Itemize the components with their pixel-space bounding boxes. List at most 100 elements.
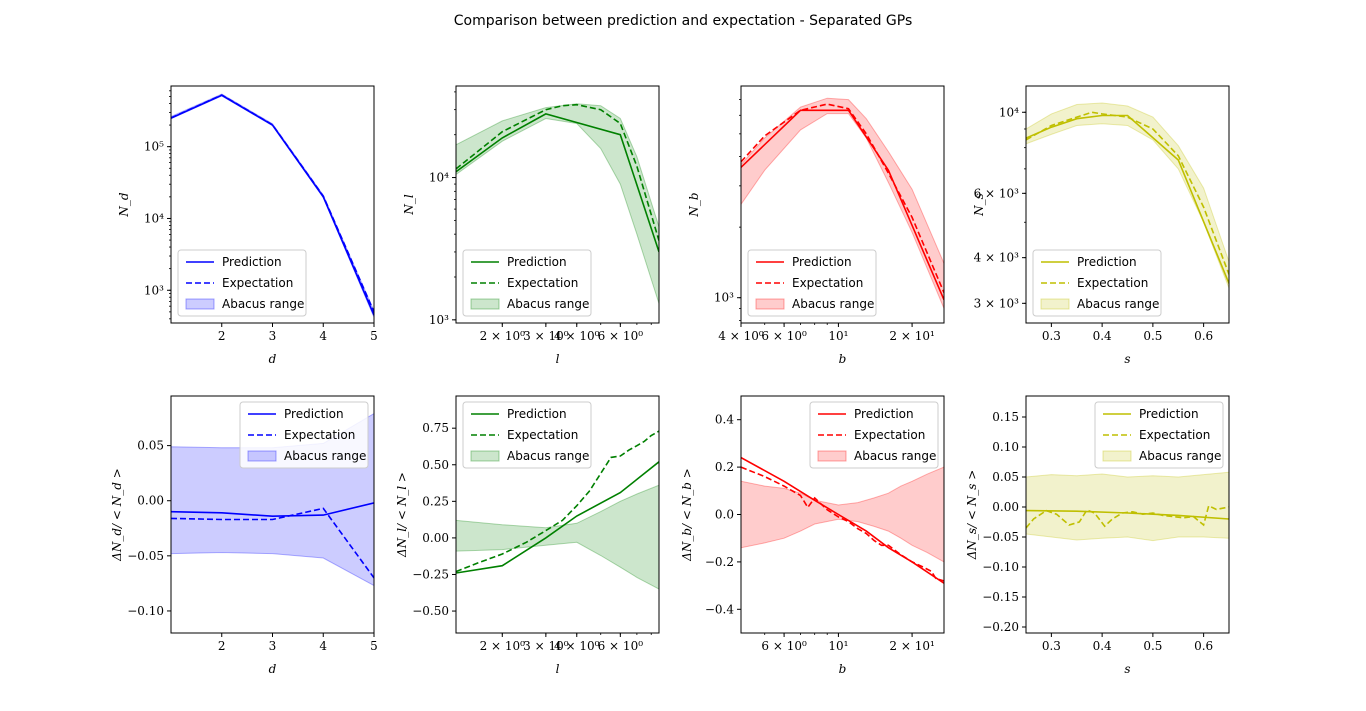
y-tick-label: 10³ <box>429 313 449 327</box>
y-tick-label: −0.4 <box>705 602 735 616</box>
x-tick-label: 0.3 <box>1042 329 1061 343</box>
axes-frame <box>740 85 945 324</box>
legend-label: Abacus range <box>1139 449 1221 463</box>
y-tick-label: 0.15 <box>992 410 1019 424</box>
y-axis-label: N_s <box>972 193 986 217</box>
y-tick-label: 0.75 <box>422 421 449 435</box>
plot-area <box>171 93 374 318</box>
y-tick-label: −0.10 <box>127 604 164 618</box>
y-axis-label: ΔN_s/ < N_s > <box>965 470 979 561</box>
x-tick-label: 4 <box>319 639 327 653</box>
y-tick-label: 10⁴ <box>144 211 164 225</box>
plot-area <box>456 430 659 590</box>
x-tick-label: 6 × 10⁰ <box>598 329 644 343</box>
x-tick-label: 3 × 10⁰ <box>523 329 569 343</box>
legend-label: Abacus range <box>854 449 936 463</box>
x-tick-label: 2 <box>218 329 226 343</box>
abacus-range-band <box>1026 471 1229 542</box>
legend-box <box>1032 249 1162 317</box>
x-tick-label: 3 <box>269 639 277 653</box>
plot-area <box>741 97 944 309</box>
x-tick-label: 0.5 <box>1143 329 1162 343</box>
y-tick-label: −0.05 <box>982 530 1019 544</box>
x-tick-label: 6 × 10⁰ <box>761 639 807 653</box>
legend-label: Abacus range <box>222 297 304 311</box>
legend-label: Expectation <box>854 428 925 442</box>
prediction-line <box>171 502 374 518</box>
x-tick-label: 10¹ <box>828 329 848 343</box>
x-axis-label: d <box>269 352 277 366</box>
y-tick-label: 0.05 <box>992 470 1019 484</box>
expectation-line <box>171 507 374 579</box>
x-tick-label: 3 <box>269 329 277 343</box>
axes-frame <box>1025 395 1230 634</box>
y-tick-label: 10⁴ <box>429 171 449 185</box>
x-tick-label: 6 × 10⁰ <box>761 329 807 343</box>
abacus-range-band <box>1026 102 1229 289</box>
y-tick-label: 0.4 <box>715 413 734 427</box>
prediction-line <box>741 109 944 301</box>
legend-label: Prediction <box>1139 407 1199 421</box>
y-tick-label: 0.05 <box>137 439 164 453</box>
legend-label: Abacus range <box>792 297 874 311</box>
abacus-range-band <box>741 466 944 563</box>
y-tick-label: 4 × 10³ <box>974 251 1020 265</box>
y-axis-label: ΔN_b/ < N_b > <box>680 468 694 562</box>
x-tick-label: 2 × 10¹ <box>889 639 934 653</box>
y-tick-label: 0.25 <box>422 494 449 508</box>
y-tick-label: 0.00 <box>422 531 449 545</box>
legend: Prediction Expectation Abacus range <box>747 249 877 317</box>
legend-box <box>462 401 592 469</box>
y-axis-label: ΔN_d/ < N_d > <box>110 468 124 562</box>
legend-label: Prediction <box>1077 255 1137 269</box>
expectation-line <box>741 466 944 582</box>
x-tick-label: 4 × 10⁰ <box>554 639 600 653</box>
x-tick-label: 3 × 10⁰ <box>523 639 569 653</box>
legend-label: Prediction <box>792 255 852 269</box>
x-tick-label: 0.4 <box>1093 329 1112 343</box>
panel-bottom-d: 2 3 4 5 −0.10 −0.05 0.00 0.05 d ΔN_d/ < N_d > Pred… <box>110 395 378 676</box>
figure-title: Comparison between prediction and expect… <box>454 13 913 29</box>
legend: Prediction Expectation Abacus range <box>462 249 592 317</box>
y-tick-label: 10³ <box>714 291 734 305</box>
legend: Prediction Expectation Abacus range <box>239 401 369 469</box>
expectation-line <box>1026 111 1229 275</box>
legend: Prediction Expectation Abacus range <box>1094 401 1224 469</box>
axes-frame <box>455 395 660 634</box>
y-axis-label: ΔN_l/ < N_l > <box>395 472 409 558</box>
prediction-line <box>456 113 659 253</box>
legend-label: Expectation <box>1139 428 1210 442</box>
plot-area <box>741 456 944 584</box>
y-tick-label: 0.10 <box>992 440 1019 454</box>
y-axis-label: N_b <box>687 192 701 217</box>
x-tick-label: 5 <box>370 329 378 343</box>
panels: 2 3 4 5 10³ 10⁴ 10⁵ d N_d Prediction Expectation Ab… <box>110 85 1230 676</box>
x-axis-label: l <box>556 352 560 366</box>
legend-label: Prediction <box>507 255 567 269</box>
legend-swatch-band <box>755 298 785 310</box>
x-tick-label: 0.6 <box>1194 329 1213 343</box>
x-tick-label: 2 <box>218 639 226 653</box>
expectation-line <box>741 103 944 294</box>
legend-swatch-band <box>247 450 277 462</box>
legend-box <box>747 249 877 317</box>
axes-frame <box>1025 85 1230 324</box>
y-tick-label: 10⁴ <box>999 105 1019 119</box>
x-tick-label: 0.4 <box>1093 639 1112 653</box>
x-axis-label: b <box>839 662 847 676</box>
y-tick-label: 10³ <box>144 283 164 297</box>
x-tick-label: 4 × 10⁰ <box>554 329 600 343</box>
legend-box <box>177 249 307 317</box>
legend-label: Prediction <box>284 407 344 421</box>
y-tick-label: 0.00 <box>992 500 1019 514</box>
x-tick-label: 10¹ <box>828 639 848 653</box>
y-tick-label: 6 × 10³ <box>974 186 1020 200</box>
y-axis-label: N_d <box>117 192 131 218</box>
x-tick-label: 4 <box>319 329 327 343</box>
prediction-line <box>741 456 944 584</box>
legend-swatch-band <box>1040 298 1070 310</box>
legend-swatch-band <box>1102 450 1132 462</box>
legend: Prediction Expectation Abacus range <box>1032 249 1162 317</box>
